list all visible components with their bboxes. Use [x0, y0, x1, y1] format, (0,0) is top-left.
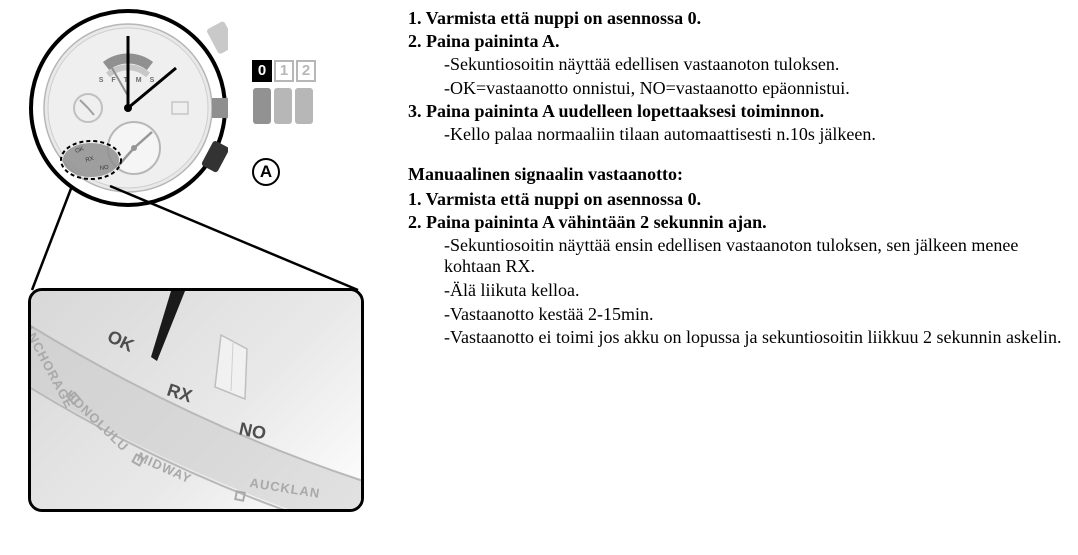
detail-closeup-panel: OK RX NO ANCHORAGE HONOLULU MIDWAY AUCKL… [28, 288, 364, 512]
manual-section-title: Manuaalinen signaalin vastaanotto: [408, 164, 1070, 185]
bottom-instructions: 1. Varmista että nuppi on asennossa 0.2.… [408, 189, 1070, 349]
instruction-step: 1. Varmista että nuppi on asennossa 0. [408, 189, 1070, 210]
top-instructions: 1. Varmista että nuppi on asennossa 0.2.… [408, 8, 1070, 146]
crown-knob-0 [253, 88, 271, 124]
position-0-box: 0 [252, 60, 272, 82]
instruction-sub: -Sekuntiosoitin näyttää ensin edellisen … [408, 235, 1070, 278]
crown-knob-2 [295, 88, 313, 124]
instruction-step: 2. Paina paininta A vähintään 2 sekunnin… [408, 212, 1070, 233]
marker-square [234, 490, 246, 502]
instruction-sub: -Älä liikuta kelloa. [408, 280, 1070, 302]
instruction-step: 3. Paina paininta A uudelleen lopettaaks… [408, 101, 1070, 122]
crown-position-knobs [253, 88, 313, 124]
crown-position-labels: 0 1 2 [252, 60, 316, 82]
diagram-column: S F T M S OK RX NO 0 [8, 8, 388, 547]
instruction-sub: -Sekuntiosoitin näyttää edellisen vastaa… [408, 54, 1070, 76]
position-1-box: 1 [274, 60, 294, 82]
instructions-column: 1. Varmista että nuppi on asennossa 0.2.… [388, 8, 1070, 547]
instruction-step: 2. Paina paininta A. [408, 31, 1070, 52]
position-2-box: 2 [296, 60, 316, 82]
leader-lines [28, 168, 364, 298]
instruction-step: 1. Varmista että nuppi on asennossa 0. [408, 8, 1070, 29]
crown-knob-1 [274, 88, 292, 124]
instruction-sub: -Kello palaa normaaliin tilaan automaatt… [408, 124, 1070, 146]
instruction-sub: -Vastaanotto ei toimi jos akku on lopuss… [408, 327, 1070, 349]
instruction-sub: -Vastaanotto kestää 2-15min. [408, 304, 1070, 326]
instruction-sub: -OK=vastaanotto onnistui, NO=vastaanotto… [408, 78, 1070, 100]
